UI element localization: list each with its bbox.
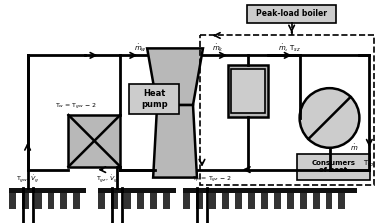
- Text: $\dot{m}$, T$_{sz}$: $\dot{m}$, T$_{sz}$: [278, 42, 301, 54]
- Bar: [150, 194, 157, 209]
- Bar: [326, 194, 333, 209]
- Circle shape: [300, 88, 359, 148]
- Bar: [111, 194, 118, 209]
- Bar: [235, 194, 242, 209]
- Bar: [9, 187, 86, 194]
- Bar: [163, 194, 170, 209]
- Bar: [248, 194, 255, 209]
- Bar: [98, 187, 176, 194]
- FancyBboxPatch shape: [129, 84, 179, 114]
- FancyBboxPatch shape: [247, 5, 336, 23]
- Bar: [222, 194, 229, 209]
- Bar: [137, 194, 144, 209]
- Bar: [68, 115, 120, 167]
- Bar: [9, 194, 16, 209]
- Bar: [124, 194, 131, 209]
- FancyBboxPatch shape: [296, 154, 370, 180]
- Text: $\dot{m}$: $\dot{m}$: [350, 142, 359, 153]
- Bar: [183, 194, 190, 209]
- Bar: [183, 187, 358, 194]
- Bar: [196, 194, 203, 209]
- Polygon shape: [153, 105, 197, 178]
- Bar: [200, 35, 374, 185]
- Bar: [338, 194, 346, 209]
- Text: $\dot{m}_k$: $\dot{m}_k$: [212, 42, 224, 54]
- Bar: [300, 194, 306, 209]
- Text: T$_{gz}$, $\dot{V}_g$: T$_{gz}$, $\dot{V}_g$: [96, 174, 118, 185]
- Text: Consumers
of heat: Consumers of heat: [311, 160, 356, 173]
- Text: T$_{sp}$: T$_{sp}$: [363, 159, 375, 170]
- Text: $\dot{m}_w$: $\dot{m}_w$: [134, 42, 147, 54]
- Bar: [231, 69, 265, 113]
- Bar: [48, 194, 55, 209]
- Bar: [60, 194, 68, 209]
- Bar: [313, 194, 319, 209]
- Bar: [274, 194, 281, 209]
- Bar: [228, 65, 268, 117]
- Text: T$_{gw}$, $\dot{V}_g$: T$_{gw}$, $\dot{V}_g$: [16, 174, 39, 185]
- Bar: [22, 194, 28, 209]
- Text: T$_w$ = T$_{gw}$ $-$ 2: T$_w$ = T$_{gw}$ $-$ 2: [55, 102, 96, 112]
- Bar: [261, 194, 268, 209]
- Text: Heat
pump: Heat pump: [141, 89, 167, 109]
- Polygon shape: [147, 48, 203, 105]
- Bar: [35, 194, 41, 209]
- Text: Peak-load boiler: Peak-load boiler: [256, 9, 327, 18]
- Text: T$_p$ = T$_{gz}$ $-$ 2: T$_p$ = T$_{gz}$ $-$ 2: [192, 174, 232, 185]
- Bar: [73, 194, 80, 209]
- Bar: [98, 194, 105, 209]
- Bar: [287, 194, 294, 209]
- Bar: [209, 194, 216, 209]
